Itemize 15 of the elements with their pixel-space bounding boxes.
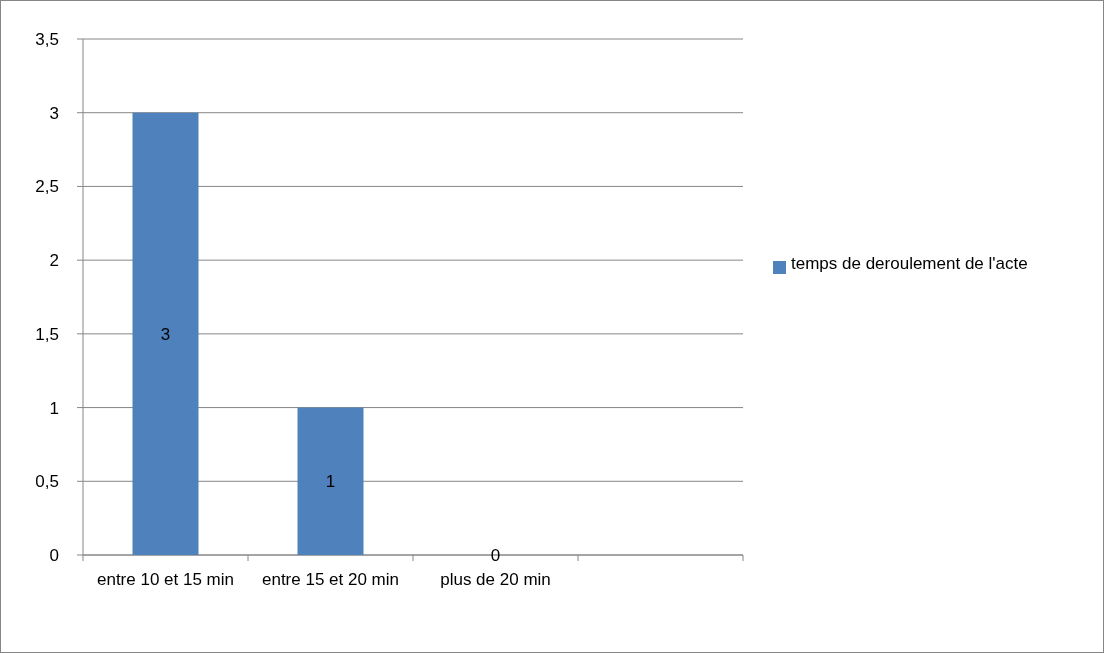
x-tick-label: entre 15 et 20 min bbox=[261, 570, 400, 589]
y-tick-label: 1,5 bbox=[35, 324, 59, 344]
y-tick-label: 0,5 bbox=[35, 472, 59, 492]
y-tick-label: 1 bbox=[49, 398, 59, 418]
y-tick-label: 2,5 bbox=[35, 177, 59, 197]
y-tick-label: 3,5 bbox=[35, 29, 59, 49]
y-tick-label: 3 bbox=[49, 103, 59, 123]
data-label: 3 bbox=[160, 324, 171, 344]
y-tick-label: 2 bbox=[49, 251, 59, 271]
legend-label: temps de deroulement de l'acte bbox=[791, 254, 1028, 273]
x-tick-label: plus de 20 min bbox=[440, 570, 551, 589]
data-label: 0 bbox=[490, 545, 501, 565]
data-label: 1 bbox=[325, 472, 336, 492]
x-tick-label: entre 10 et 15 min bbox=[96, 570, 235, 589]
y-tick-label: 0 bbox=[49, 545, 59, 565]
